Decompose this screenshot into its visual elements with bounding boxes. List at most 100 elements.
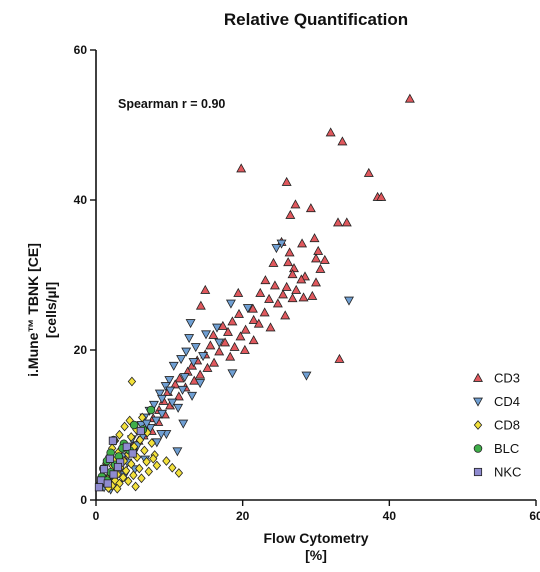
y-tick-label: 0 xyxy=(80,493,87,507)
y-axis-unit: [cells/µl] xyxy=(43,282,59,338)
point-cd3 xyxy=(296,274,307,284)
point-cd3 xyxy=(333,217,343,227)
point-cd3 xyxy=(287,293,298,303)
point-cd8 xyxy=(127,459,136,469)
point-cd3 xyxy=(260,275,271,285)
point-cd3 xyxy=(200,284,211,294)
axis-ticks: 0 20 40 60 0 20 40 60 xyxy=(74,43,540,523)
point-cd3 xyxy=(229,341,240,351)
spearman-annotation: Spearman r = 0.90 xyxy=(118,97,225,111)
point-cd4 xyxy=(225,299,236,309)
y-axis-title: i.Mune™ TBNK [CE] [cells/µl] xyxy=(25,243,59,377)
legend-label-blc: BLC xyxy=(494,441,519,456)
point-cd3 xyxy=(173,391,184,401)
point-cd8 xyxy=(135,435,145,445)
point-cd8 xyxy=(147,438,156,448)
x-axis-title: Flow Cytometry [%] xyxy=(263,530,368,563)
point-cd3 xyxy=(269,280,280,290)
point-cd4 xyxy=(195,379,206,389)
point-cd4 xyxy=(271,244,282,254)
point-nkc xyxy=(136,426,145,436)
point-cd3 xyxy=(214,346,225,356)
x-tick-label: 20 xyxy=(236,509,250,523)
point-cd3 xyxy=(259,307,270,317)
point-nkc xyxy=(105,454,114,463)
point-cd8 xyxy=(149,453,158,464)
point-cd4 xyxy=(301,371,312,381)
point-cd3 xyxy=(290,199,301,209)
point-cd8 xyxy=(121,465,131,476)
point-cd3 xyxy=(208,329,219,339)
point-cd3 xyxy=(291,284,302,294)
point-cd4 xyxy=(172,447,183,457)
point-cd3 xyxy=(220,337,231,347)
y-tick-label: 40 xyxy=(74,193,88,207)
point-cd4 xyxy=(227,369,238,379)
point-cd3 xyxy=(404,93,415,103)
point-cd4 xyxy=(167,398,178,408)
point-cd3 xyxy=(272,298,283,308)
point-blc xyxy=(146,405,156,415)
point-cd3 xyxy=(311,277,321,287)
point-cd3 xyxy=(278,289,288,299)
point-cd3 xyxy=(311,253,321,263)
x-axis-label: Flow Cytometry xyxy=(263,530,368,546)
point-cd3 xyxy=(280,310,291,320)
point-cd4 xyxy=(151,416,162,426)
point-nkc xyxy=(113,462,123,472)
point-cd8 xyxy=(118,472,128,483)
point-cd8 xyxy=(144,466,153,477)
point-cd3 xyxy=(284,247,295,257)
point-cd3 xyxy=(195,369,206,379)
point-cd8 xyxy=(137,473,146,484)
point-cd3 xyxy=(298,292,309,302)
point-cd8 xyxy=(140,445,149,456)
point-cd3 xyxy=(309,233,320,243)
point-cd8 xyxy=(162,456,171,466)
point-blc xyxy=(129,420,139,430)
point-cd3 xyxy=(334,353,345,363)
legend-marker-cd8 xyxy=(473,420,483,430)
point-cd4 xyxy=(178,419,189,429)
point-cd8 xyxy=(174,468,184,478)
point-cd4 xyxy=(145,424,156,434)
point-cd4 xyxy=(184,334,195,344)
point-cd3 xyxy=(265,322,276,332)
point-nkc xyxy=(94,483,103,492)
point-cd3 xyxy=(170,379,181,389)
point-cd3 xyxy=(281,176,292,186)
point-cd4 xyxy=(179,373,190,383)
point-cd3 xyxy=(247,303,258,313)
point-cd4 xyxy=(157,409,167,419)
point-cd4 xyxy=(276,239,287,249)
y-tick-label: 60 xyxy=(74,43,88,57)
point-cd3 xyxy=(209,357,220,367)
point-nkc xyxy=(108,436,117,445)
legend-item-cd8: CD8 xyxy=(473,418,520,433)
point-cd8 xyxy=(131,481,140,492)
point-cd4 xyxy=(177,385,188,395)
point-cd4 xyxy=(154,389,165,399)
point-cd3 xyxy=(325,127,336,137)
point-cd8 xyxy=(113,483,122,494)
point-cd4 xyxy=(173,403,184,413)
point-cd8 xyxy=(115,429,124,440)
point-cd4 xyxy=(156,430,167,440)
point-cd3 xyxy=(376,191,387,201)
point-cd4 xyxy=(242,304,253,314)
data-points xyxy=(94,93,415,495)
point-cd8 xyxy=(138,412,147,423)
point-cd3 xyxy=(240,324,251,334)
legend-marker-blc xyxy=(473,444,483,453)
point-cd8 xyxy=(135,463,144,474)
x-axis-unit: [%] xyxy=(305,547,327,563)
point-cd3 xyxy=(315,263,326,273)
point-cd8 xyxy=(152,460,162,471)
point-cd3 xyxy=(337,136,348,146)
point-cd4 xyxy=(148,400,159,410)
legend-item-nkc: NKC xyxy=(473,465,521,480)
point-cd3 xyxy=(248,314,259,324)
point-cd3 xyxy=(236,163,247,173)
